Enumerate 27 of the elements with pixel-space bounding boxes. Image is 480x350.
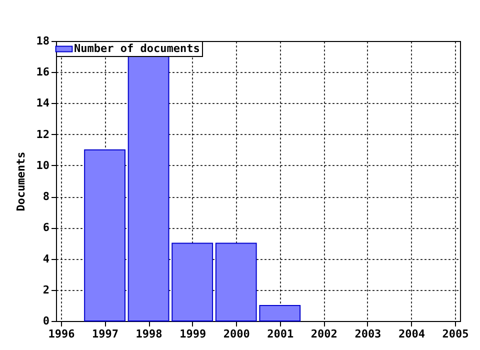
- y-tick-label: 0: [42, 314, 50, 328]
- x-tick-label: 2004: [398, 328, 426, 340]
- x-tick-label: 2000: [223, 328, 250, 340]
- x-tick-label: 1996: [48, 328, 76, 340]
- x-tick-label: 1999: [180, 328, 206, 340]
- bar: [172, 242, 214, 322]
- y-tick-label: 18: [36, 34, 50, 48]
- bar: [84, 149, 126, 322]
- bar: [215, 242, 257, 322]
- y-tick-label: 6: [42, 221, 50, 234]
- y-tick-label: 4: [42, 252, 50, 266]
- x-tick-label: 2003: [354, 328, 382, 340]
- bar: [128, 56, 170, 322]
- y-tick-label: 16: [36, 66, 50, 79]
- x-tick-label: 2001: [267, 328, 294, 340]
- x-tick-label: 2002: [310, 328, 338, 340]
- y-tick-label: 10: [36, 158, 50, 172]
- x-tick-label: 1998: [136, 328, 162, 340]
- y-axis-title: Documents: [14, 152, 28, 212]
- y-tick-label: 14: [36, 96, 50, 110]
- x-tick-label: 2005: [442, 328, 469, 340]
- y-tick-label: 12: [36, 128, 50, 141]
- y-tick-label: 8: [42, 190, 50, 204]
- bar: [259, 304, 301, 322]
- x-tick-label: 1997: [92, 328, 119, 340]
- y-tick-label: 2: [42, 283, 50, 296]
- legend-label: Number of documents: [74, 42, 200, 55]
